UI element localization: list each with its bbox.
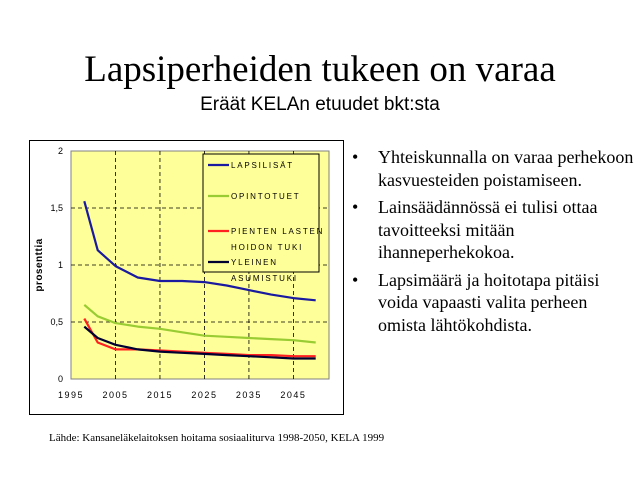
series-line <box>83 318 316 358</box>
legend-label: LAPSILISÄT <box>231 161 294 170</box>
bullet-item: • Lapsimäärä ja hoitotapa pitäisi voida v… <box>350 269 638 337</box>
bullet-item: • Lainsäädännössä ei tulisi ottaa tavoitt… <box>350 196 638 264</box>
y-tick-label: 1,5 <box>50 203 63 213</box>
bullet-text: Lapsimäärä ja hoitotapa pitäisi voida va… <box>378 269 600 335</box>
y-tick-label: 2 <box>58 146 63 156</box>
y-tick-label: 1 <box>58 260 63 270</box>
legend-label: HOIDON TUKI <box>231 243 303 252</box>
series-line <box>83 200 316 302</box>
y-tick-label: 0 <box>58 374 63 384</box>
slide-subtitle: Eräät KELAn etuudet bkt:sta <box>200 94 440 115</box>
bullet-item: • Yhteiskunnalla on varaa perhekoon kasvu… <box>350 146 638 191</box>
x-tick-label: 2015 <box>147 390 173 400</box>
chart-frame: 0 0,5 1 1,5 2 1995 2005 2015 2025 2035 2045 prosent… <box>29 140 344 415</box>
legend-label: ASUMISTUKI <box>231 274 298 283</box>
bullet-text: Lainsäädännössä ei tulisi ottaa tavoitte… <box>378 197 598 262</box>
bullet-dot-icon: • <box>352 197 359 217</box>
legend-box <box>202 153 320 273</box>
series-line <box>83 325 316 360</box>
slide-title: Lapsiperheiden tukeen on varaa <box>84 49 556 90</box>
source-note: Lähde: Kansaneläkelaitoksen hoitama sosi… <box>49 432 385 444</box>
y-tick-label: 0,5 <box>50 317 63 327</box>
bullet-list: • Yhteiskunnalla on varaa perhekoon kasvu… <box>350 146 638 341</box>
bullet-text: Yhteiskunnalla on varaa perhekoon kasvue… <box>378 147 634 190</box>
line-chart: 0 0,5 1 1,5 2 1995 2005 2015 2025 2035 2045 prosent… <box>34 146 330 400</box>
legend-label: PIENTEN LASTEN <box>231 227 324 236</box>
x-tick-label: 1995 <box>58 390 84 400</box>
y-axis-label: prosenttia <box>34 238 45 291</box>
x-tick-label: 2035 <box>236 390 262 400</box>
bullet-dot-icon: • <box>352 269 359 290</box>
bullet-dot-icon: • <box>352 147 359 167</box>
x-tick-label: 2005 <box>102 390 128 400</box>
legend-label: YLEINEN <box>231 258 278 267</box>
x-tick-label: 2045 <box>280 390 306 400</box>
series-line <box>83 304 316 344</box>
legend-label: OPINTOTUET <box>231 192 300 201</box>
x-tick-label: 2025 <box>191 390 217 400</box>
